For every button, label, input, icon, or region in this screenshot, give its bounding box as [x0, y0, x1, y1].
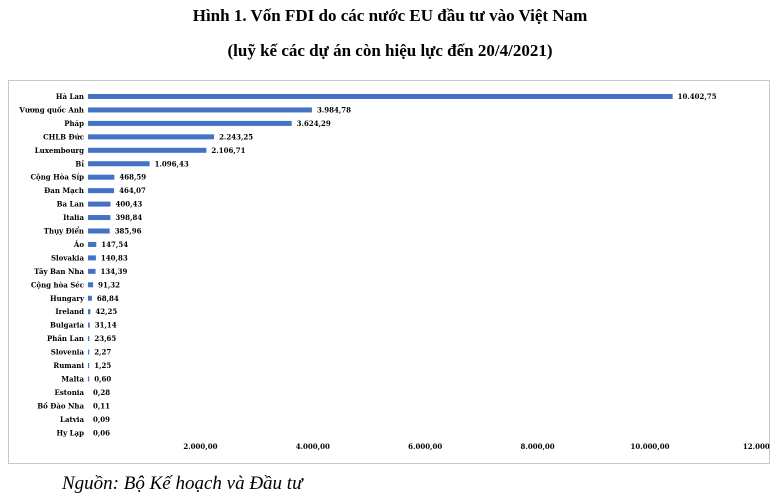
data-label: 147,54 [101, 240, 128, 249]
category-label: Bulgaria [50, 321, 84, 330]
data-label: 3.984,78 [317, 105, 351, 114]
bar [88, 363, 90, 368]
data-label: 10.402,75 [678, 92, 717, 101]
data-label: 385,96 [115, 227, 142, 236]
bar [88, 188, 115, 194]
data-label: 31,14 [95, 321, 117, 330]
category-label: Phần Lan [47, 334, 84, 343]
chart-frame [8, 80, 770, 464]
bar [88, 295, 92, 301]
x-tick-label: 12.000,00 [743, 442, 770, 451]
x-tick-label: 10.000,00 [631, 442, 670, 451]
data-label: 1,25 [94, 361, 111, 370]
category-label: Hy Lạp [57, 428, 85, 437]
bar [88, 120, 292, 126]
bar [88, 107, 312, 113]
category-label: Malta [61, 374, 84, 383]
data-label: 400,43 [116, 200, 143, 209]
category-label: Đan Mạch [44, 186, 84, 195]
category-label: Hà Lan [56, 92, 84, 101]
category-label: Slovakia [51, 253, 84, 262]
bar [88, 228, 110, 234]
category-label: Vương quốc Anh [18, 105, 84, 114]
data-label: 398,84 [115, 213, 142, 222]
category-label: Cộng hòa Séc [31, 280, 84, 289]
data-label: 0,11 [93, 401, 110, 410]
chart-subtitle: (luỹ kế các dự án còn hiệu lực đến 20/4/… [227, 41, 553, 60]
bar [88, 376, 90, 382]
data-label: 2,27 [94, 348, 111, 357]
source-note: Nguồn: Bộ Kế hoạch và Đầu tư [62, 473, 303, 494]
category-label: Bồ Đào Nha [37, 401, 84, 410]
data-label: 1.096,43 [155, 159, 189, 168]
data-label: 134,39 [101, 267, 128, 276]
category-label: Ba Lan [57, 200, 84, 209]
data-label: 140,83 [101, 253, 128, 262]
bar [88, 161, 150, 167]
bar [88, 147, 207, 153]
bar [88, 134, 215, 140]
category-label: Pháp [64, 119, 84, 128]
category-label: CHLB Đức [43, 132, 84, 141]
category-label: Estonia [55, 388, 85, 397]
bar [88, 174, 115, 180]
data-label: 23,65 [94, 334, 116, 343]
data-label: 0,60 [94, 374, 111, 383]
category-label: Tây Ban Nha [34, 267, 84, 276]
x-tick-label: 4.000,00 [296, 442, 330, 451]
category-label: Cộng Hòa Síp [30, 173, 84, 182]
category-label: Rumani [53, 361, 84, 370]
data-label: 2.106,71 [211, 146, 245, 155]
bar [88, 255, 96, 261]
bar [88, 215, 111, 221]
bar [88, 336, 90, 342]
bar [88, 94, 673, 99]
category-label: Luxembourg [35, 146, 84, 155]
data-label: 2.243,25 [219, 132, 253, 141]
category-label: Bỉ [75, 159, 84, 168]
bar [88, 309, 91, 315]
category-label: Slovenia [51, 348, 85, 357]
data-label: 3.624,29 [297, 119, 331, 128]
data-label: 464,07 [119, 186, 146, 195]
category-label: Hungary [50, 294, 85, 303]
bar-chart: Hà Lan 10.402,75 Vương quốc Anh 3.984,78 Phá… [18, 92, 770, 451]
bar [88, 268, 96, 274]
chart-title: Hình 1. Vốn FDI do các nước EU đầu tư và… [192, 6, 588, 25]
category-label: Thụy Điển [44, 227, 84, 236]
x-tick-label: 2.000,00 [183, 442, 217, 451]
bar [88, 201, 111, 207]
x-tick-label: 8.000,00 [521, 442, 555, 451]
data-label: 91,32 [98, 280, 120, 289]
bar [88, 282, 94, 288]
bar [88, 241, 97, 247]
category-label: Italia [63, 213, 84, 222]
bar [88, 322, 90, 328]
data-label: 468,59 [119, 173, 146, 182]
bar [88, 349, 90, 355]
data-label: 0,28 [93, 388, 110, 397]
data-label: 0,09 [93, 415, 110, 424]
data-label: 42,25 [95, 307, 117, 316]
category-label: Áo [73, 240, 84, 249]
category-label: Ireland [55, 307, 84, 316]
data-label: 68,84 [97, 294, 119, 303]
data-label: 0,06 [93, 428, 110, 437]
category-label: Latvia [60, 415, 84, 424]
x-tick-label: 6.000,00 [408, 442, 442, 451]
